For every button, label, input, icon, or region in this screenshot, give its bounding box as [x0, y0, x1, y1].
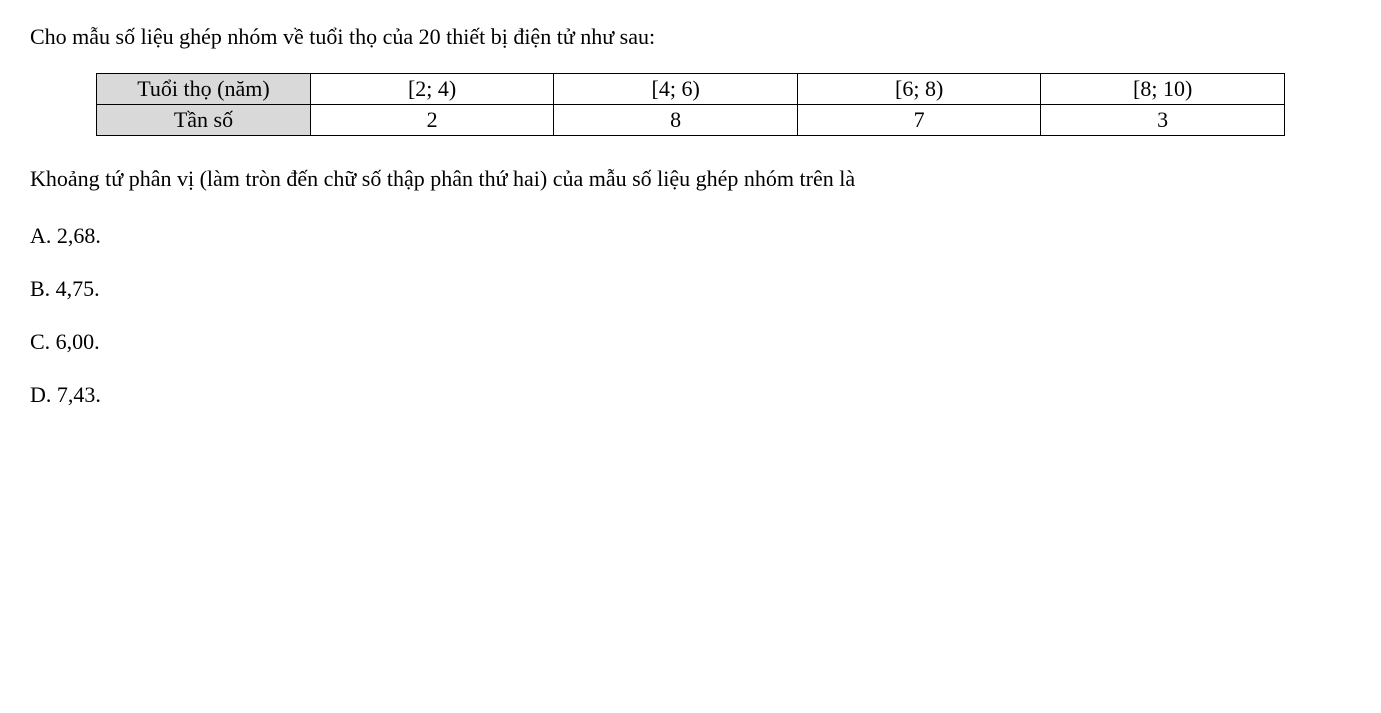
table-row: Tuổi thọ (năm) [2; 4) [4; 6) [6; 8) [8; …	[97, 74, 1285, 105]
table-row: Tần số 2 8 7 3	[97, 105, 1285, 136]
question-text: Khoảng tứ phân vị (làm tròn đến chữ số t…	[30, 161, 1351, 196]
row2-cell-1: 8	[554, 105, 798, 136]
option-d: D. 7,43.	[30, 380, 1351, 411]
row1-header: Tuổi thọ (năm)	[97, 74, 311, 105]
data-table: Tuổi thọ (năm) [2; 4) [4; 6) [6; 8) [8; …	[96, 73, 1285, 136]
row1-cell-2: [6; 8)	[797, 74, 1041, 105]
options-list: A. 2,68. B. 4,75. C. 6,00. D. 7,43.	[30, 221, 1351, 410]
table-container: Tuổi thọ (năm) [2; 4) [4; 6) [6; 8) [8; …	[30, 73, 1351, 136]
row2-cell-2: 7	[797, 105, 1041, 136]
row1-cell-3: [8; 10)	[1041, 74, 1285, 105]
row2-header: Tần số	[97, 105, 311, 136]
option-c: C. 6,00.	[30, 327, 1351, 358]
row1-cell-0: [2; 4)	[310, 74, 554, 105]
intro-text: Cho mẫu số liệu ghép nhóm về tuổi thọ củ…	[30, 20, 1351, 53]
row2-cell-3: 3	[1041, 105, 1285, 136]
option-a: A. 2,68.	[30, 221, 1351, 252]
option-b: B. 4,75.	[30, 274, 1351, 305]
row1-cell-1: [4; 6)	[554, 74, 798, 105]
row2-cell-0: 2	[310, 105, 554, 136]
